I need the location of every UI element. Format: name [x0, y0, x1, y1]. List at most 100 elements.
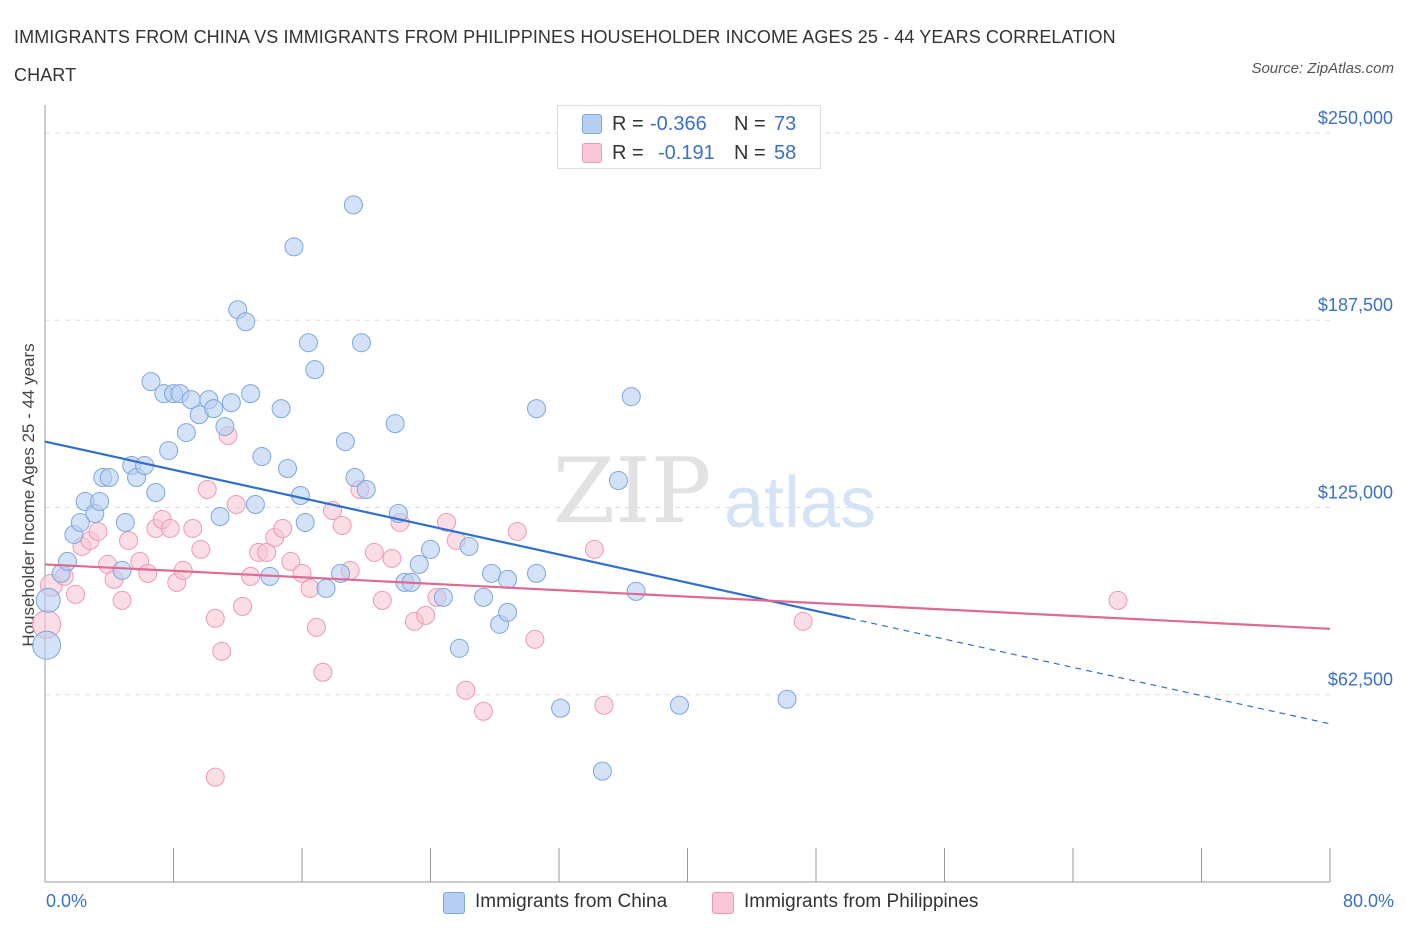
china-point-41 — [305, 360, 325, 380]
china-point-58 — [482, 563, 502, 583]
philippines-point-49 — [456, 680, 476, 700]
philippines-point-47 — [437, 512, 457, 532]
philippines-r-value: -0.191 — [658, 142, 715, 164]
china-point-52 — [409, 554, 429, 574]
trend-line-philippines — [44, 563, 1331, 630]
philippines-point-10 — [119, 530, 139, 550]
china-point-34 — [252, 447, 272, 467]
china-point-72 — [295, 512, 315, 532]
philippines-point-25 — [233, 596, 253, 616]
philippines-point-54 — [594, 695, 614, 715]
source-label: Source: ZipAtlas.com — [1251, 60, 1394, 77]
points-china — [32, 195, 797, 781]
philippines-point-15 — [160, 518, 180, 538]
philippines-point-12 — [138, 563, 158, 583]
y-tick-labels: $62,500 $125,000 $187,500 $250,000 — [1318, 108, 1393, 690]
china-point-65 — [592, 761, 612, 781]
legend-swatch-china — [443, 892, 465, 914]
philippines-point-26 — [241, 566, 261, 586]
china-point-60 — [498, 569, 518, 589]
philippines-swatch — [582, 143, 602, 163]
china-point-16 — [141, 372, 161, 392]
china-r-value: -0.366 — [650, 113, 707, 135]
philippines-point-34 — [306, 617, 326, 637]
china-point-53 — [421, 539, 440, 559]
china-point-43 — [331, 563, 351, 583]
china-point-66 — [608, 471, 628, 491]
china-point-28 — [215, 417, 235, 437]
china-point-32 — [241, 384, 261, 404]
philippines-point-37 — [332, 515, 352, 535]
watermark-zip: ZIP — [553, 439, 712, 544]
legend-label-philippines: Immigrants from Philippines — [744, 891, 979, 912]
philippines-n-label: N = — [734, 142, 766, 164]
china-point-0 — [32, 630, 62, 660]
china-point-54 — [433, 587, 453, 607]
philippines-point-28 — [257, 542, 277, 562]
china-point-61 — [498, 602, 518, 622]
philippines-r-label: R = — [612, 142, 644, 164]
china-point-19 — [159, 441, 179, 461]
china-point-46 — [351, 333, 371, 353]
stats-box: R = -0.366 N = 73 R = -0.191 N = 58 — [557, 105, 821, 169]
philippines-point-52 — [525, 629, 545, 649]
china-point-10 — [99, 468, 119, 488]
philippines-point-20 — [197, 480, 217, 500]
china-point-8 — [90, 491, 110, 511]
china-point-37 — [278, 459, 298, 479]
philippines-point-18 — [183, 518, 203, 538]
y-tick-label-3: $250,000 — [1318, 108, 1393, 128]
china-point-44 — [335, 432, 355, 452]
x-tick-label-max: 80.0% — [1342, 891, 1394, 911]
china-point-63 — [527, 563, 547, 583]
legend-label-china: Immigrants from China — [475, 891, 668, 912]
china-point-29 — [221, 393, 241, 413]
philippines-point-31 — [281, 551, 301, 571]
philippines-point-9 — [112, 590, 132, 610]
philippines-point-55 — [793, 611, 813, 631]
philippines-point-41 — [372, 590, 392, 610]
philippines-point-45 — [416, 605, 436, 625]
philippines-point-56 — [1108, 590, 1128, 610]
watermark: ZIP atlas — [553, 439, 876, 544]
china-point-70 — [777, 689, 797, 709]
china-point-48 — [385, 414, 405, 434]
philippines-point-53 — [584, 539, 604, 559]
china-point-69 — [669, 695, 689, 715]
china-point-11 — [112, 560, 132, 580]
china-point-68 — [626, 581, 646, 601]
china-point-62 — [527, 399, 547, 419]
china-point-27 — [210, 506, 230, 526]
china-n-label: N = — [734, 113, 766, 135]
china-point-56 — [459, 536, 479, 556]
china-point-45 — [345, 468, 365, 488]
philippines-point-40 — [364, 542, 384, 562]
philippines-point-30 — [273, 518, 293, 538]
china-swatch — [582, 114, 602, 134]
y-tick-label-0: $62,500 — [1328, 670, 1393, 690]
y-tick-label-2: $187,500 — [1318, 295, 1393, 315]
philippines-point-19 — [191, 539, 211, 559]
philippines-point-50 — [474, 701, 494, 721]
china-point-47 — [356, 480, 376, 500]
china-point-22 — [176, 423, 196, 443]
philippines-point-22 — [212, 641, 232, 661]
china-point-26 — [204, 399, 224, 419]
x-tick-label-min: 0.0% — [46, 891, 88, 911]
y-tick-label-1: $125,000 — [1318, 482, 1393, 502]
china-point-38 — [284, 237, 304, 257]
china-n-value: 73 — [774, 113, 797, 135]
philippines-point-42 — [382, 548, 402, 568]
philippines-point-57 — [205, 767, 225, 787]
china-point-31 — [236, 312, 256, 332]
china-point-1 — [35, 587, 61, 613]
china-point-55 — [449, 638, 469, 658]
china-point-64 — [551, 698, 571, 718]
china-point-5 — [70, 512, 90, 532]
china-point-36 — [271, 399, 291, 419]
china-point-3 — [57, 551, 77, 571]
chart-title: IMMIGRANTS FROM CHINA VS IMMIGRANTS FROM… — [14, 27, 1116, 85]
china-point-71 — [343, 195, 363, 215]
china-point-42 — [316, 578, 336, 598]
watermark-atlas: atlas — [724, 463, 876, 543]
